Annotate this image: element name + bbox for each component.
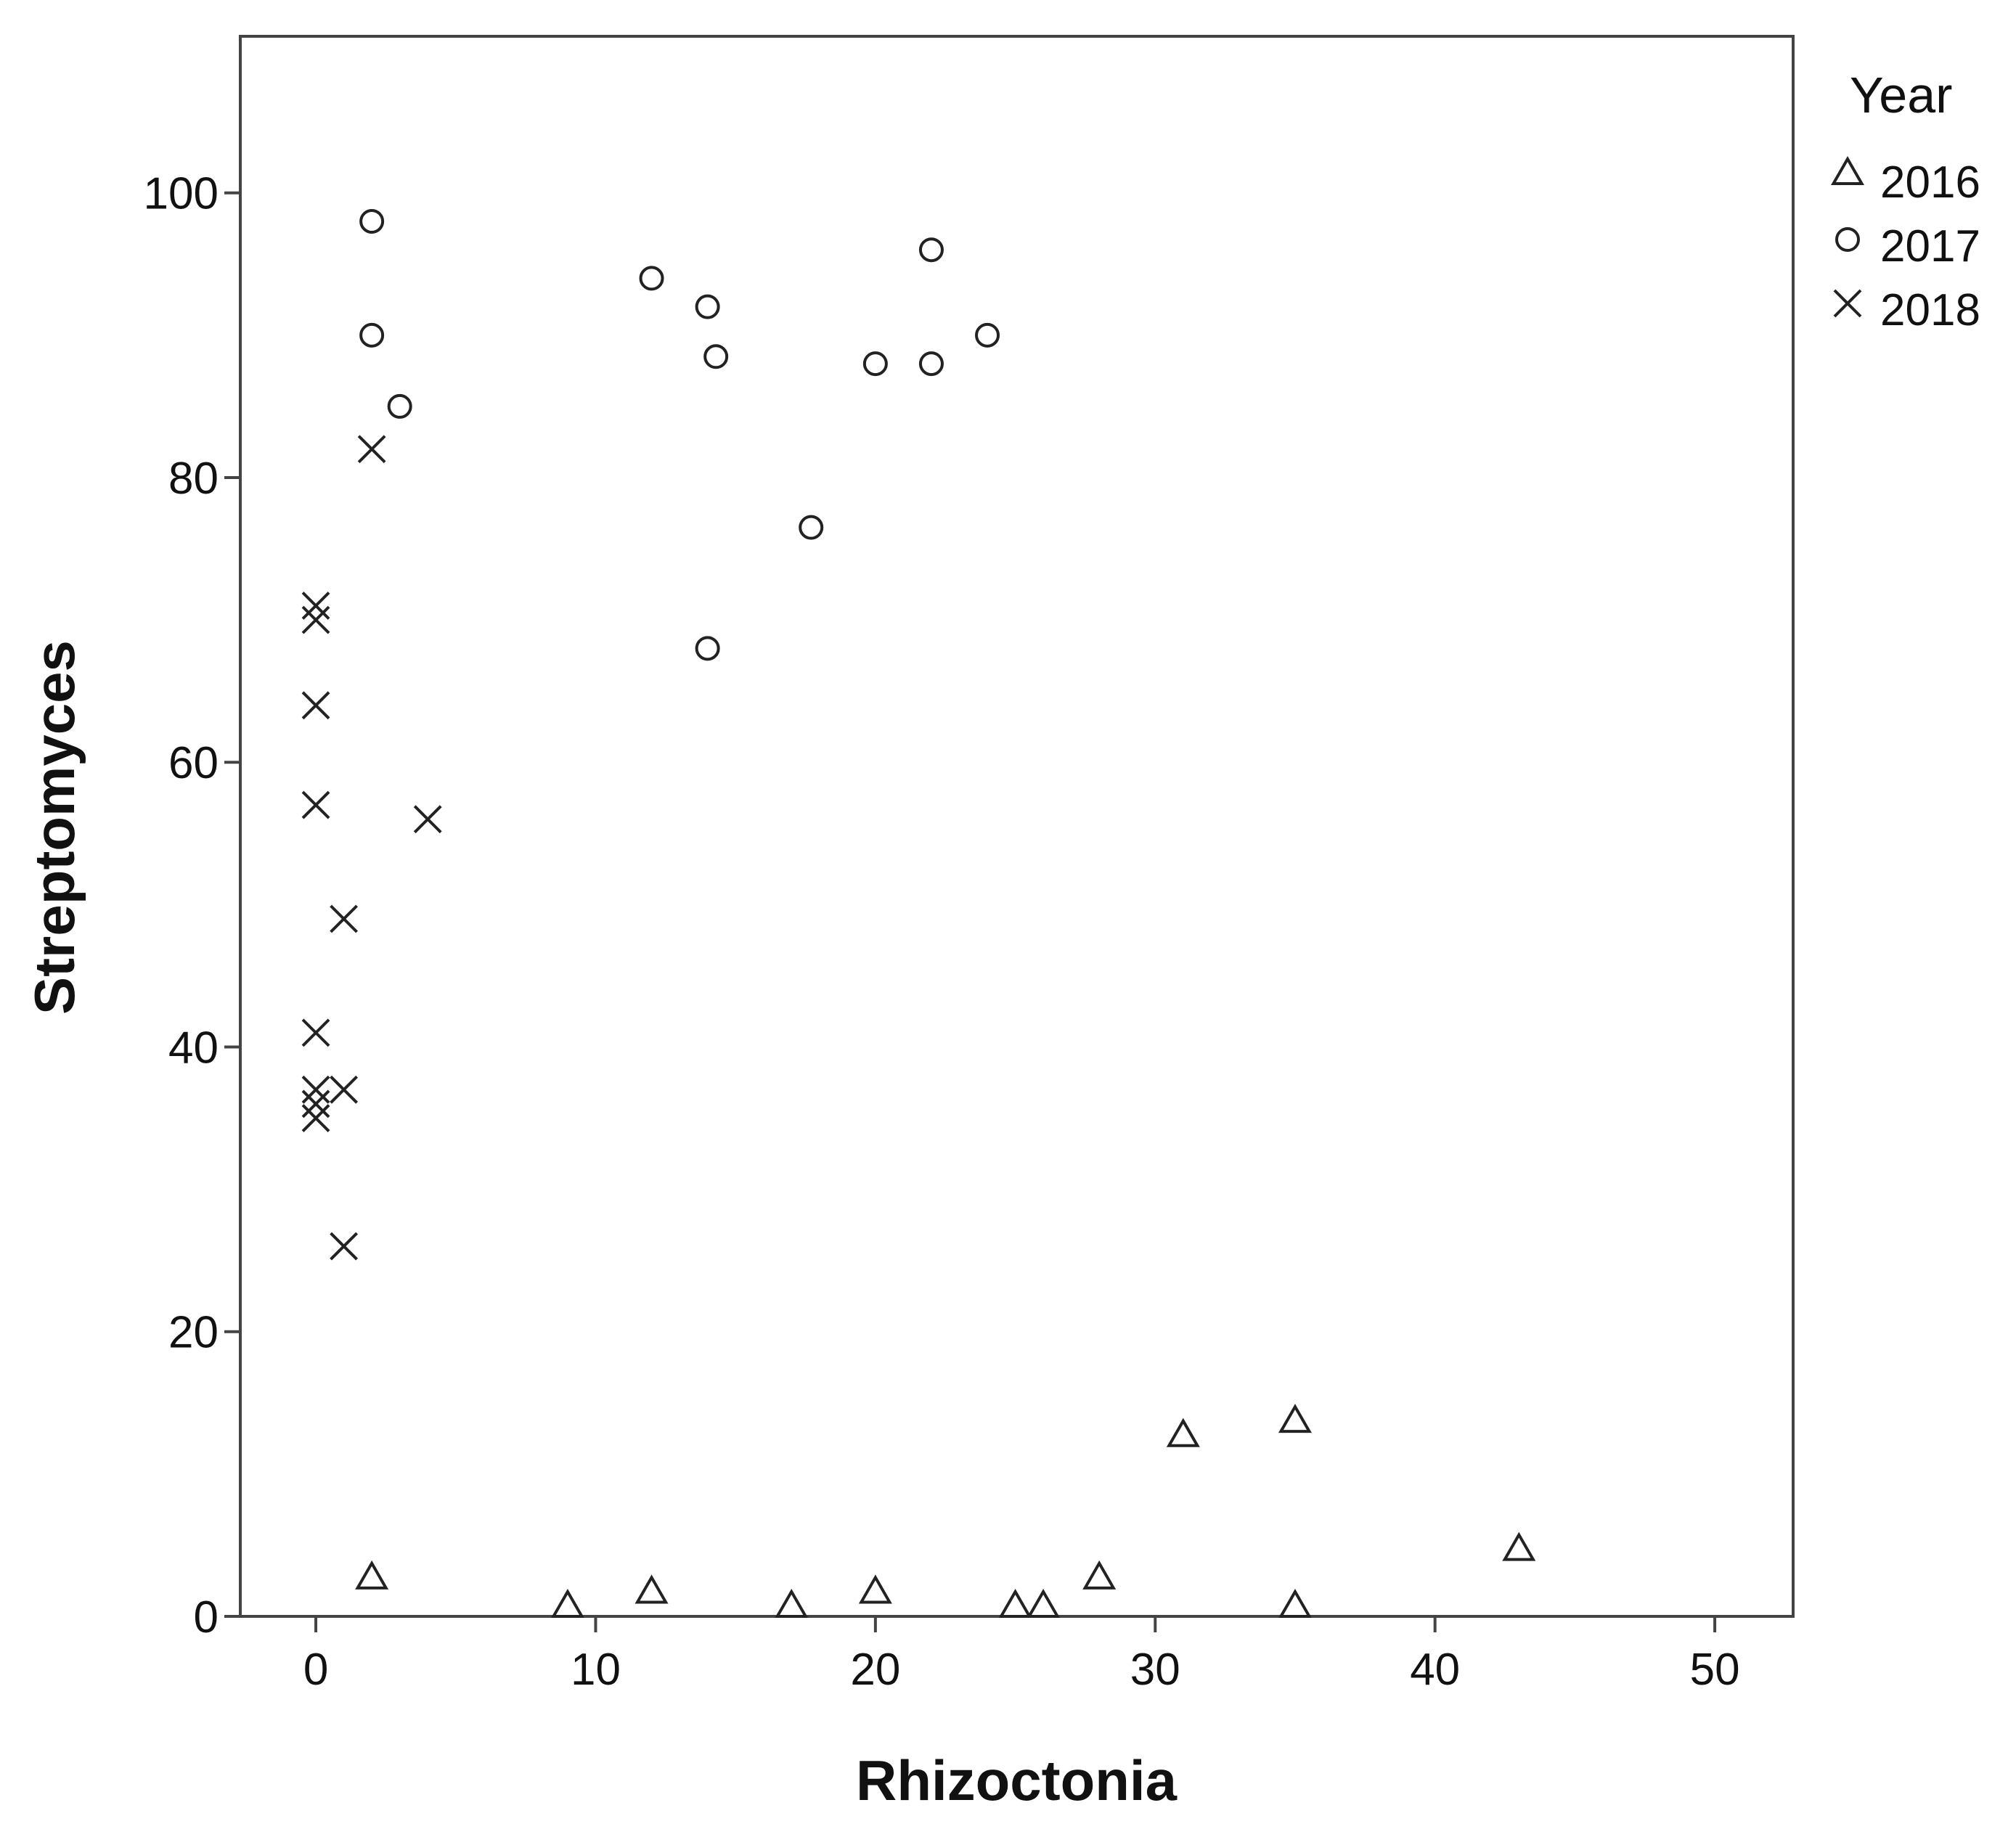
point-2018 <box>330 1232 359 1261</box>
x-tick-label: 40 <box>1410 1645 1460 1695</box>
legend-label-2018: 2018 <box>1880 285 1980 335</box>
x-tick-label: 20 <box>850 1645 900 1695</box>
point-2018 <box>301 1018 330 1047</box>
point-2017 <box>695 294 720 319</box>
point-2018 <box>413 805 442 834</box>
legend: Year 2016 2017 2018 <box>1830 67 1980 335</box>
point-2016 <box>550 1589 584 1619</box>
point-2018 <box>330 1075 359 1104</box>
x-axis: 0 10 20 30 40 50 <box>303 1616 1740 1695</box>
point-2016 <box>1502 1531 1536 1561</box>
x-tick-label: 50 <box>1690 1645 1740 1695</box>
point-2018 <box>357 435 386 464</box>
y-tick-label: 20 <box>168 1308 219 1358</box>
y-tick-label: 80 <box>168 454 219 504</box>
point-2016 <box>998 1589 1032 1619</box>
y-axis: 0 20 40 60 80 100 <box>144 169 240 1642</box>
legend-marker-2017 <box>1835 227 1860 252</box>
point-2017 <box>695 636 720 661</box>
x-axis-title: Rhizoctonia <box>856 1748 1178 1812</box>
legend-marker-2016 <box>1830 156 1865 186</box>
point-2017 <box>918 351 944 377</box>
point-2017 <box>359 208 385 234</box>
point-2016 <box>858 1574 892 1604</box>
point-2017 <box>387 393 412 419</box>
y-tick-label: 60 <box>168 738 219 788</box>
plot-frame <box>239 35 1795 1618</box>
point-2016 <box>775 1589 809 1619</box>
point-2016 <box>634 1574 669 1604</box>
legend-label-2016: 2016 <box>1880 158 1980 208</box>
point-2016 <box>1027 1589 1061 1619</box>
point-2018 <box>301 1075 330 1104</box>
point-2018 <box>301 691 330 720</box>
point-2018 <box>301 1104 330 1132</box>
point-2017 <box>975 322 1000 348</box>
point-2018 <box>301 790 330 819</box>
point-2018 <box>301 1089 330 1118</box>
point-2018 <box>330 904 359 933</box>
point-2016 <box>355 1560 389 1590</box>
y-tick-label: 40 <box>168 1023 219 1073</box>
point-2017 <box>703 344 729 369</box>
point-2018 <box>301 605 330 634</box>
legend-label-2017: 2017 <box>1880 221 1980 271</box>
point-2018 <box>301 592 330 620</box>
x-tick-label: 0 <box>303 1645 328 1695</box>
point-2016 <box>1166 1418 1200 1447</box>
point-2017 <box>359 322 385 348</box>
y-axis-title: Streptomyces <box>23 640 86 1015</box>
point-2017 <box>862 351 888 377</box>
point-2017 <box>639 266 664 291</box>
legend-marker-2018 <box>1833 289 1862 318</box>
y-tick-label: 0 <box>194 1592 219 1642</box>
point-2017 <box>799 515 824 540</box>
point-2017 <box>918 237 944 263</box>
x-tick-label: 30 <box>1130 1645 1180 1695</box>
legend-title: Year <box>1850 67 1952 123</box>
y-tick-label: 100 <box>144 169 219 219</box>
point-2016 <box>1278 1589 1312 1619</box>
point-2016 <box>1278 1404 1312 1433</box>
point-2016 <box>1082 1560 1117 1590</box>
data-points <box>301 208 1536 1619</box>
x-tick-label: 10 <box>571 1645 621 1695</box>
